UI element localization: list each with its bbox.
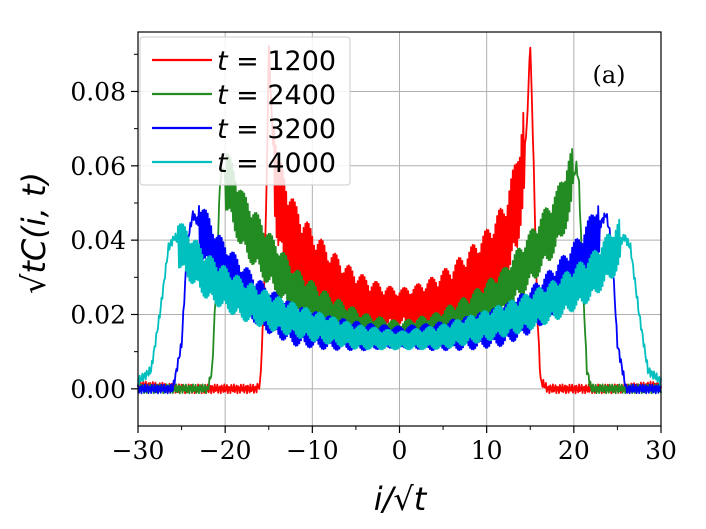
axis-ticks: −30 −20 −10 0 10 20 30 0.00 0.02 0.04 0.06 0.08 xyxy=(70,53,677,465)
panel-annotation: (a) xyxy=(592,61,625,89)
x-tick-label: 0 xyxy=(392,436,408,465)
series-line-t-4000 xyxy=(137,218,662,386)
x-tick-label: −10 xyxy=(286,436,339,465)
y-tick-label: 0.00 xyxy=(70,375,126,404)
x-tick-label: 20 xyxy=(558,436,590,465)
legend-label: t = 1200 xyxy=(217,46,336,77)
x-tick-label: 10 xyxy=(471,436,503,465)
legend-label: t = 4000 xyxy=(217,148,336,179)
y-tick-label: 0.06 xyxy=(70,152,126,181)
series-line-t-3200 xyxy=(137,205,662,395)
series-line-t-1200 xyxy=(137,44,662,395)
legend-box xyxy=(139,36,351,186)
legend-label: t = 3200 xyxy=(217,114,336,145)
legend-label: t = 2400 xyxy=(217,80,336,111)
y-axis-title: √tC(i, t) xyxy=(15,172,53,294)
x-axis-title: i/√t xyxy=(374,480,428,518)
x-tick-label: −30 xyxy=(112,436,165,465)
y-tick-label: 0.02 xyxy=(70,300,126,329)
y-tick-label: 0.08 xyxy=(70,77,126,106)
x-tick-label: 30 xyxy=(645,436,677,465)
y-tick-label: 0.04 xyxy=(70,226,126,255)
x-tick-label: −20 xyxy=(199,436,252,465)
